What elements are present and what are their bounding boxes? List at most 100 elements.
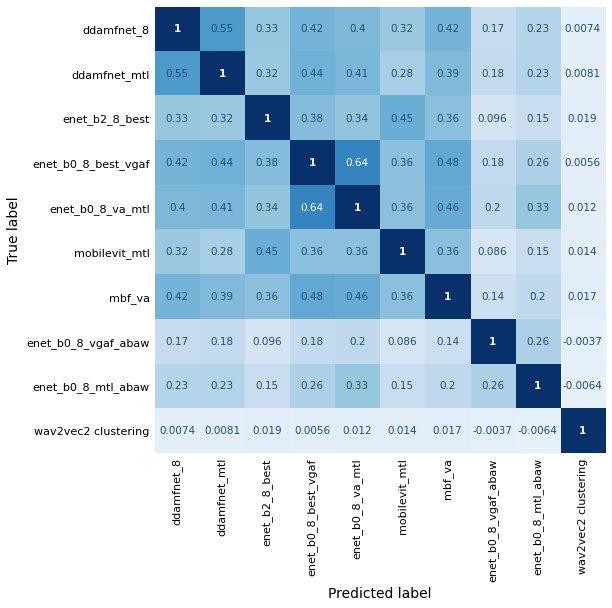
Text: 0.26: 0.26 (300, 381, 324, 392)
Text: 0.42: 0.42 (436, 24, 459, 34)
Text: 0.42: 0.42 (300, 24, 324, 34)
Text: 0.42: 0.42 (166, 158, 189, 168)
Text: 0.42: 0.42 (166, 292, 189, 302)
Text: 0.086: 0.086 (477, 247, 507, 257)
Text: 1: 1 (399, 247, 406, 257)
Text: 0.26: 0.26 (481, 381, 504, 392)
Text: 0.18: 0.18 (481, 69, 504, 79)
Text: 0.086: 0.086 (387, 337, 417, 347)
Text: 0.0074: 0.0074 (564, 24, 600, 34)
Text: 0.41: 0.41 (346, 69, 369, 79)
Text: 0.36: 0.36 (256, 292, 279, 302)
Text: 0.14: 0.14 (436, 337, 459, 347)
Text: 0.36: 0.36 (346, 247, 369, 257)
Text: 0.18: 0.18 (211, 337, 234, 347)
Text: 0.019: 0.019 (568, 114, 597, 123)
Text: 0.17: 0.17 (481, 24, 504, 34)
Text: 0.14: 0.14 (481, 292, 504, 302)
Text: 0.2: 0.2 (529, 292, 546, 302)
Text: 0.45: 0.45 (256, 247, 279, 257)
Text: -0.0064: -0.0064 (562, 381, 602, 392)
Text: 0.48: 0.48 (436, 158, 459, 168)
Text: 1: 1 (264, 114, 271, 123)
Text: 0.096: 0.096 (253, 337, 282, 347)
Text: 0.23: 0.23 (526, 69, 549, 79)
Text: 1: 1 (534, 381, 541, 392)
Text: 0.0056: 0.0056 (564, 158, 600, 168)
Text: 0.28: 0.28 (211, 247, 234, 257)
Text: 0.41: 0.41 (211, 203, 234, 213)
Text: 0.0081: 0.0081 (204, 426, 241, 436)
Text: 0.32: 0.32 (211, 114, 234, 123)
Text: 0.45: 0.45 (391, 114, 414, 123)
Text: -0.0064: -0.0064 (518, 426, 558, 436)
Text: 0.019: 0.019 (253, 426, 282, 436)
Text: 0.48: 0.48 (300, 292, 324, 302)
Text: -0.0037: -0.0037 (562, 337, 602, 347)
Text: 0.15: 0.15 (526, 247, 549, 257)
Text: 0.096: 0.096 (477, 114, 507, 123)
Text: 0.15: 0.15 (256, 381, 279, 392)
Text: 0.017: 0.017 (433, 426, 462, 436)
Text: 0.28: 0.28 (391, 69, 414, 79)
Text: 0.46: 0.46 (436, 203, 459, 213)
Text: 1: 1 (218, 69, 226, 79)
Text: 0.36: 0.36 (391, 292, 414, 302)
Text: 0.55: 0.55 (166, 69, 189, 79)
Text: 1: 1 (579, 426, 586, 436)
Text: 1: 1 (308, 158, 316, 168)
Text: -0.0037: -0.0037 (472, 426, 512, 436)
Text: 0.64: 0.64 (300, 203, 324, 213)
Text: 0.32: 0.32 (256, 69, 279, 79)
Text: 0.64: 0.64 (346, 158, 369, 168)
Text: 0.32: 0.32 (391, 24, 414, 34)
Text: 0.26: 0.26 (526, 158, 549, 168)
Text: 0.26: 0.26 (526, 337, 549, 347)
Text: 0.39: 0.39 (211, 292, 234, 302)
Text: 0.012: 0.012 (343, 426, 372, 436)
Text: 1: 1 (444, 292, 451, 302)
Text: 0.2: 0.2 (349, 337, 365, 347)
Text: 0.0081: 0.0081 (564, 69, 600, 79)
Text: 0.38: 0.38 (256, 158, 279, 168)
Text: 0.33: 0.33 (166, 114, 189, 123)
Text: 0.36: 0.36 (436, 247, 459, 257)
Text: 0.36: 0.36 (436, 114, 459, 123)
Text: 0.0056: 0.0056 (294, 426, 330, 436)
Text: 0.33: 0.33 (526, 203, 549, 213)
Text: 0.18: 0.18 (481, 158, 504, 168)
Text: 1: 1 (354, 203, 361, 213)
Text: 0.44: 0.44 (211, 158, 234, 168)
Text: 0.15: 0.15 (391, 381, 414, 392)
Y-axis label: True label: True label (7, 196, 21, 264)
Text: 0.4: 0.4 (349, 24, 365, 34)
Text: 0.32: 0.32 (166, 247, 189, 257)
Text: 0.38: 0.38 (300, 114, 324, 123)
Text: 0.36: 0.36 (391, 203, 414, 213)
Text: 0.4: 0.4 (169, 203, 185, 213)
Text: 0.34: 0.34 (346, 114, 369, 123)
Text: 0.0074: 0.0074 (159, 426, 195, 436)
Text: 1: 1 (174, 24, 181, 34)
Text: 0.33: 0.33 (346, 381, 369, 392)
Text: 1: 1 (489, 337, 496, 347)
Text: 0.23: 0.23 (211, 381, 234, 392)
Text: 0.23: 0.23 (526, 24, 549, 34)
Text: 0.33: 0.33 (256, 24, 279, 34)
Text: 0.39: 0.39 (436, 69, 459, 79)
Text: 0.014: 0.014 (387, 426, 417, 436)
X-axis label: Predicted label: Predicted label (328, 587, 431, 601)
Text: 0.18: 0.18 (300, 337, 324, 347)
Text: 0.36: 0.36 (300, 247, 324, 257)
Text: 0.44: 0.44 (300, 69, 324, 79)
Text: 0.2: 0.2 (484, 203, 501, 213)
Text: 0.36: 0.36 (391, 158, 414, 168)
Text: 0.15: 0.15 (526, 114, 549, 123)
Text: 0.2: 0.2 (439, 381, 456, 392)
Text: 0.017: 0.017 (568, 292, 597, 302)
Text: 0.012: 0.012 (568, 203, 597, 213)
Text: 0.014: 0.014 (568, 247, 597, 257)
Text: 0.34: 0.34 (256, 203, 279, 213)
Text: 0.23: 0.23 (166, 381, 189, 392)
Text: 0.17: 0.17 (166, 337, 189, 347)
